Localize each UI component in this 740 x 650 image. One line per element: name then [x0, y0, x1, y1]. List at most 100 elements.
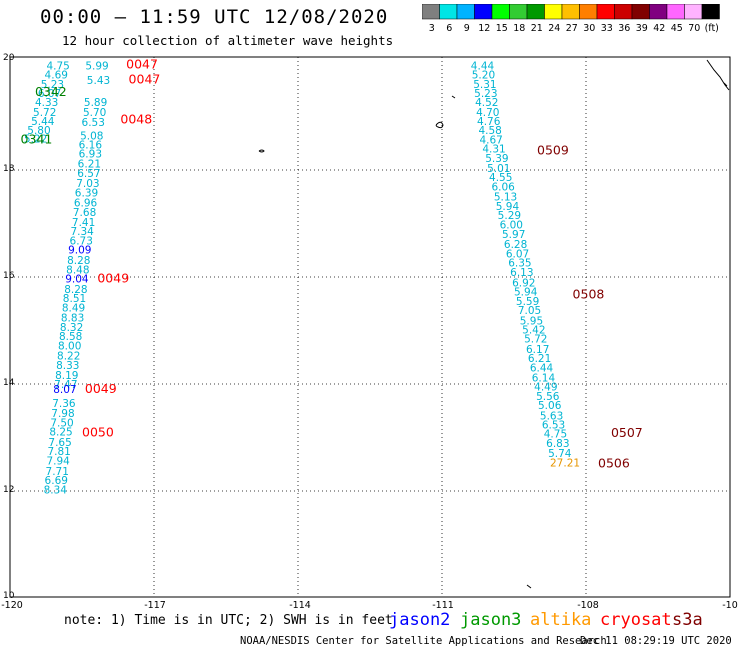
y-tick-label: 10: [3, 591, 15, 601]
y-tick-label: 18: [3, 164, 15, 174]
wave-height-value: 6.53: [542, 420, 565, 432]
wave-height-value: 4.49: [534, 382, 557, 394]
y-tick-label: 16: [3, 271, 15, 281]
colorbar-label: 45: [671, 23, 683, 34]
legend-s3a: s3a: [672, 610, 703, 630]
wave-height-value: 4.58: [478, 125, 501, 137]
wave-height-value: 6.17: [526, 344, 549, 356]
wave-height-value: 5.94: [496, 201, 520, 213]
wave-height-value: 7.50: [50, 417, 73, 429]
wave-height-value: 5.63: [540, 410, 563, 422]
wave-height-value: 5.89: [84, 97, 107, 109]
wave-height-value: 7.81: [47, 446, 70, 458]
wave-height-value: 4.33: [35, 97, 58, 109]
y-tick-label: 12: [3, 485, 14, 495]
x-tick-label: -108: [577, 600, 599, 610]
wave-height-value: 5.31: [473, 79, 496, 91]
coastline-island: [723, 82, 728, 87]
colorbar-label: 12: [478, 23, 490, 34]
wave-height-value: 6.39: [75, 187, 98, 199]
wave-height-value: 4.67: [479, 134, 502, 146]
pass-time-label: 0048: [120, 111, 152, 126]
pass-time-label: 0047: [129, 71, 161, 86]
colorbar-label: 36: [618, 23, 630, 34]
wave-height-value: 6.53: [82, 117, 105, 129]
x-tick-label: -117: [144, 600, 166, 610]
coastline-island: [526, 584, 532, 589]
wave-height-value: 5.97: [502, 229, 525, 241]
wave-height-value: 6.07: [38, 88, 61, 100]
wave-height-value: 5.95: [520, 315, 543, 327]
wave-height-value: 6.93: [79, 148, 102, 160]
wave-height-value: 5.74: [548, 448, 572, 460]
pass-time-label: 0508: [573, 286, 605, 301]
wave-height-value: 7.98: [51, 408, 74, 420]
wave-height-value: 7.36: [52, 398, 76, 410]
legend-altika: altika: [530, 610, 592, 630]
wave-height-value: 5.80: [27, 125, 50, 137]
pass-time-label: 0341: [21, 131, 53, 146]
wave-height-value: 6.21: [528, 353, 551, 365]
chart-subtitle: 12 hour collection of altimeter wave hei…: [62, 33, 394, 48]
colorbar-label: 42: [653, 23, 665, 34]
wave-height-value: 5.08: [80, 131, 103, 143]
wave-height-value: 8.48: [66, 265, 89, 277]
wave-height-value: 4.31: [482, 144, 505, 156]
wave-height-value: 6.28: [504, 239, 527, 251]
legend-cryosat: cryosat: [600, 610, 672, 630]
wave-height-value: 6.83: [546, 438, 569, 450]
wave-height-value: 8.28: [67, 255, 90, 267]
wave-height-value: 7.71: [46, 466, 69, 478]
wave-height-value: 7.94: [46, 456, 70, 468]
wave-height-value: 8.00: [58, 341, 81, 353]
wave-height-value: 6.07: [506, 248, 529, 260]
wave-height-value: 6.92: [512, 278, 535, 290]
wave-height-value: 8.83: [61, 313, 84, 325]
wave-height-value: 8.07: [53, 384, 76, 396]
colorbar-label: 6: [446, 23, 452, 34]
wave-height-value: 5.39: [485, 153, 508, 165]
colorbar-label: 39: [636, 23, 648, 34]
wave-height-value: 4.70: [476, 107, 499, 119]
coastline-island: [435, 121, 444, 129]
wave-height-value: 9.04: [65, 274, 89, 286]
colorbar-label: (ft): [705, 23, 719, 34]
pass-time-label: 0507: [611, 425, 643, 440]
wave-height-value: 6.57: [77, 168, 100, 180]
wave-height-value: 5.42: [522, 324, 545, 336]
pass-time-label: 0049: [97, 271, 129, 286]
wave-height-value: 27.21: [550, 457, 580, 469]
wave-height-value: 5.59: [516, 296, 539, 308]
colorbar-label: 9: [464, 23, 470, 34]
coastline-island: [258, 149, 265, 153]
colorbar-label: 70: [688, 23, 700, 34]
wave-height-value: 8.51: [63, 293, 86, 305]
wave-height-value: 4.44: [471, 60, 495, 72]
pass-time-label: 0506: [598, 455, 630, 470]
wave-height-value: 6.21: [78, 159, 101, 171]
x-tick-label: -10: [722, 600, 738, 610]
wave-height-value: 4.52: [475, 97, 498, 109]
wave-height-value: 5.43: [87, 75, 110, 87]
wave-height-value: 6.96: [74, 198, 98, 210]
coastline-island: [451, 95, 456, 99]
wave-height-value: 5.72: [524, 334, 547, 346]
wave-height-value: 5.56: [536, 391, 560, 403]
wave-height-value: 8.19: [55, 370, 78, 382]
colorbar-label: 3: [429, 23, 435, 34]
colorbar-label: 15: [496, 23, 508, 34]
wave-height-value: 7.05: [518, 305, 541, 317]
wave-height-value: 6.00: [500, 220, 523, 232]
y-tick-label: 20: [3, 53, 15, 63]
wave-height-value: 7.47: [54, 379, 77, 391]
wave-height-map: -120 -117 -114 -111 -108 -10 20 18 16 14 12 10 4.75 5…: [1, 53, 738, 610]
wave-height-value: 5.94: [514, 287, 538, 299]
wave-height-value: 5.72: [33, 107, 56, 119]
wave-height-value: 5.29: [498, 210, 521, 222]
wave-height-value: 6.13: [510, 267, 533, 279]
colorbar-label: 18: [513, 23, 525, 34]
wave-height-value: 4.69: [45, 70, 68, 82]
wave-height-value: 8.25: [49, 427, 72, 439]
wave-height-value: 8.34: [44, 484, 68, 496]
colorbar-label: 21: [531, 23, 543, 34]
